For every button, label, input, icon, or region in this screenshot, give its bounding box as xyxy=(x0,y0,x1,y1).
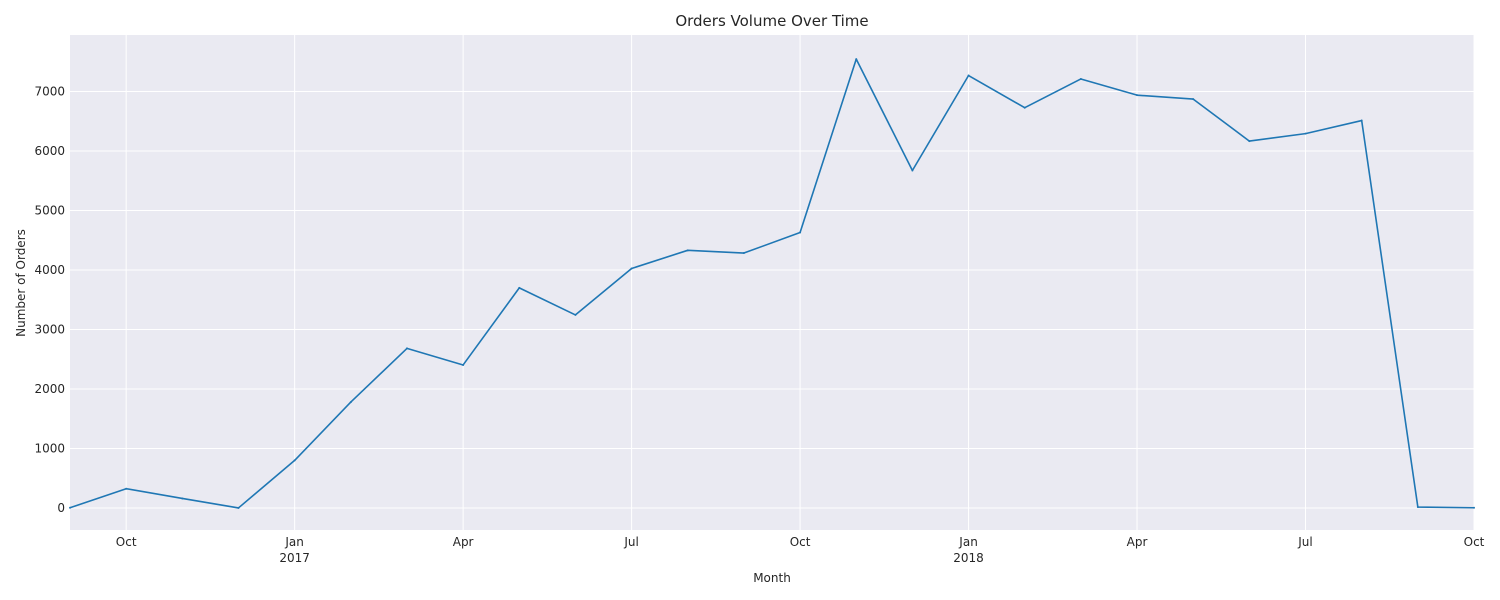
data-point xyxy=(1079,77,1082,80)
data-point xyxy=(1473,506,1475,509)
data-point xyxy=(1192,98,1195,101)
data-point xyxy=(855,58,858,61)
x-axis-label: Month xyxy=(753,571,791,585)
chart-title: Orders Volume Over Time xyxy=(675,12,868,30)
x-tick-label: Apr xyxy=(1127,535,1148,549)
y-tick-label: 3000 xyxy=(34,323,65,337)
x-axis-ticks: Oct Jan 2017 Apr Jul Oct Jan 2018 Apr Jul Oct xyxy=(116,535,1485,565)
plot-area xyxy=(70,35,1474,530)
data-point xyxy=(686,249,689,252)
data-point xyxy=(518,286,521,289)
y-tick-label: 7000 xyxy=(34,85,65,99)
data-point xyxy=(69,506,71,509)
y-tick-label: 0 xyxy=(57,501,65,515)
x-tick-label: Jan xyxy=(284,535,304,549)
data-point xyxy=(237,506,240,509)
data-point xyxy=(911,169,914,172)
x-tick-label: Jul xyxy=(1297,535,1312,549)
data-point xyxy=(742,252,745,255)
data-point xyxy=(574,313,577,316)
data-point xyxy=(1023,106,1026,109)
data-point xyxy=(1304,132,1307,135)
y-axis-label: Number of Orders xyxy=(14,229,28,337)
data-point xyxy=(349,401,352,404)
data-point xyxy=(630,267,633,270)
grid-lines xyxy=(70,35,1475,530)
x-tick-year-label: 2017 xyxy=(279,551,310,565)
y-tick-label: 2000 xyxy=(34,382,65,396)
x-tick-label: Apr xyxy=(453,535,474,549)
series-line xyxy=(69,58,1475,509)
data-point xyxy=(125,487,128,490)
y-tick-label: 4000 xyxy=(34,263,65,277)
y-tick-label: 6000 xyxy=(34,144,65,158)
x-tick-label: Oct xyxy=(1464,535,1485,549)
data-point xyxy=(1416,506,1419,509)
data-point xyxy=(799,231,802,234)
data-point xyxy=(405,347,408,350)
data-point xyxy=(1136,94,1139,97)
x-tick-label: Jul xyxy=(623,535,638,549)
data-point xyxy=(462,363,465,366)
x-tick-label: Jan xyxy=(958,535,978,549)
x-tick-label: Oct xyxy=(790,535,811,549)
data-point xyxy=(293,459,296,462)
y-tick-label: 5000 xyxy=(34,204,65,218)
y-tick-label: 1000 xyxy=(34,441,65,455)
x-tick-label: Oct xyxy=(116,535,137,549)
series-layer xyxy=(69,58,1475,509)
data-point xyxy=(967,74,970,77)
y-axis-ticks: 0 1000 2000 3000 4000 5000 6000 7000 xyxy=(34,85,65,515)
x-tick-year-label: 2018 xyxy=(953,551,984,565)
data-point xyxy=(181,497,184,500)
data-point xyxy=(1248,140,1251,143)
data-point xyxy=(1360,119,1363,122)
